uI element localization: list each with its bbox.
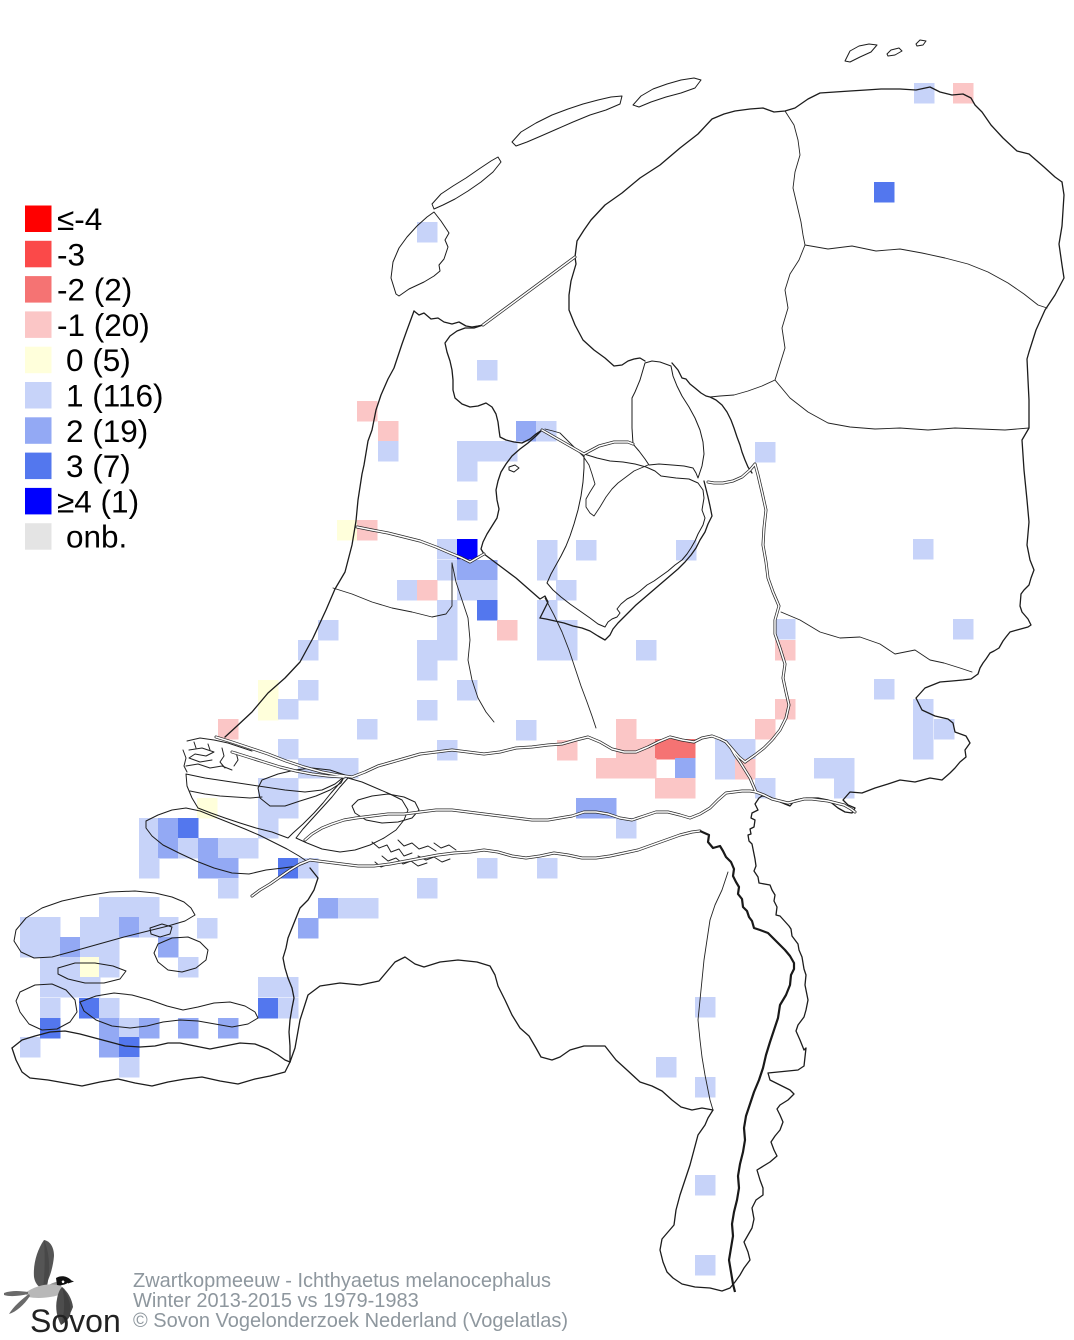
svg-text:≥4 (1): ≥4 (1) [57, 483, 139, 519]
svg-text:1 (116): 1 (116) [66, 378, 163, 414]
svg-text:2 (19): 2 (19) [66, 413, 148, 449]
svg-text:0 (5): 0 (5) [66, 342, 131, 378]
svg-text:Winter 2013-2015 vs 1979-1983: Winter 2013-2015 vs 1979-1983 [133, 1290, 419, 1312]
svg-text:Sovon: Sovon [30, 1303, 121, 1339]
svg-text:3 (7): 3 (7) [66, 448, 131, 484]
svg-text:© Sovon Vogelonderzoek Nederla: © Sovon Vogelonderzoek Nederland (Vogela… [133, 1310, 568, 1332]
svg-text:-2 (2): -2 (2) [57, 272, 132, 308]
svg-text:-1 (20): -1 (20) [57, 307, 150, 343]
svg-text:≤-4: ≤-4 [57, 201, 102, 237]
svg-text:onb.: onb. [66, 519, 127, 555]
svg-text:-3: -3 [57, 236, 85, 272]
svg-text:Zwartkopmeeuw - Ichthyaetus me: Zwartkopmeeuw - Ichthyaetus melanocephal… [133, 1270, 551, 1292]
